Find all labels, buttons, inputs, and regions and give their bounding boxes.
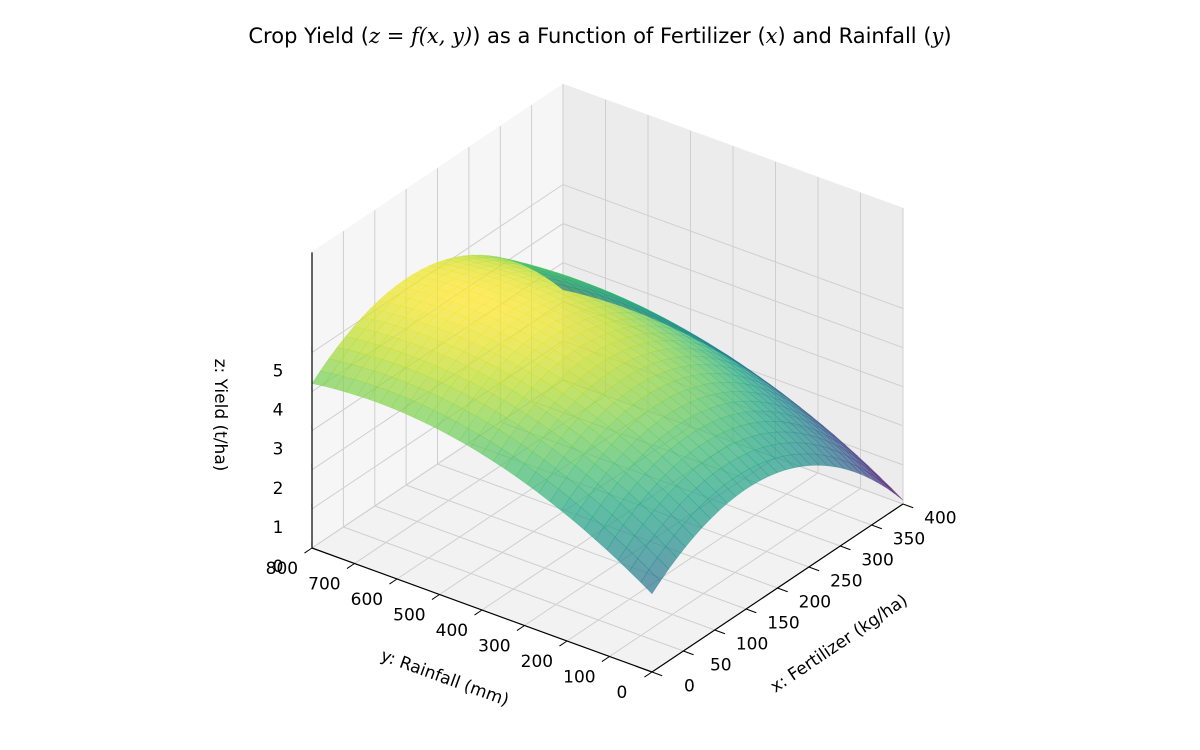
- x-tick-mark: [714, 629, 726, 635]
- y-tick-label: 100: [563, 668, 595, 688]
- y-tick-mark: [304, 547, 313, 554]
- x-tick-mark: [683, 650, 694, 656]
- y-tick-label: 800: [266, 559, 298, 579]
- x-tick-label: 400: [924, 509, 956, 529]
- x-tick-label: 150: [767, 614, 799, 634]
- y-tick-label: 400: [436, 621, 468, 641]
- x-tick-label: 200: [799, 593, 831, 613]
- y-tick-label: 300: [478, 637, 510, 657]
- x-tick-label: 300: [861, 551, 893, 571]
- x-tick-mark: [808, 566, 820, 572]
- y-tick-label: 500: [393, 606, 425, 626]
- z-tick-label: 5: [273, 362, 284, 382]
- y-tick-mark: [644, 671, 653, 678]
- x-tick-label: 100: [736, 635, 768, 655]
- surface-patch: [554, 283, 575, 293]
- x-tick-mark: [840, 545, 851, 551]
- tick-labels: 0501001502002503003504000100200300400500…: [266, 347, 957, 703]
- y-tick-mark: [389, 578, 398, 585]
- y-tick-label: 700: [308, 575, 340, 595]
- y-tick-label: 200: [521, 652, 553, 672]
- x-axis-label: x: Fertilizer (kg/ha): [767, 591, 912, 698]
- y-tick-mark: [431, 594, 440, 600]
- z-tick-label: 3: [273, 440, 284, 460]
- x-tick-mark: [871, 524, 882, 530]
- x-tick-label: 350: [893, 530, 925, 550]
- y-tick-mark: [516, 625, 525, 631]
- z-tick-label: 1: [273, 518, 284, 538]
- y-tick-label: 0: [616, 683, 627, 703]
- z-tick-label: 2: [273, 479, 284, 499]
- z-tick-label: 4: [273, 401, 284, 421]
- chart-title: Crop Yield (z = f(x, y)) as a Function o…: [248, 24, 952, 48]
- x-tick-label: 0: [684, 677, 695, 697]
- y-tick-label: 600: [351, 590, 383, 610]
- z-tick-label: 0: [273, 557, 284, 577]
- y-tick-mark: [474, 609, 483, 616]
- y-tick-mark: [346, 563, 355, 569]
- y-tick-mark: [559, 640, 568, 647]
- x-tick-label: 50: [710, 656, 732, 676]
- x-tick-mark: [651, 671, 663, 677]
- y-tick-mark: [601, 656, 610, 662]
- yield-surface: [311, 254, 904, 595]
- x-tick-mark: [745, 608, 757, 614]
- x-tick-mark: [902, 503, 914, 509]
- z-axis-label: z: Yield (t/ha): [210, 359, 230, 472]
- x-tick-label: 250: [830, 572, 862, 592]
- x-tick-mark: [777, 587, 788, 593]
